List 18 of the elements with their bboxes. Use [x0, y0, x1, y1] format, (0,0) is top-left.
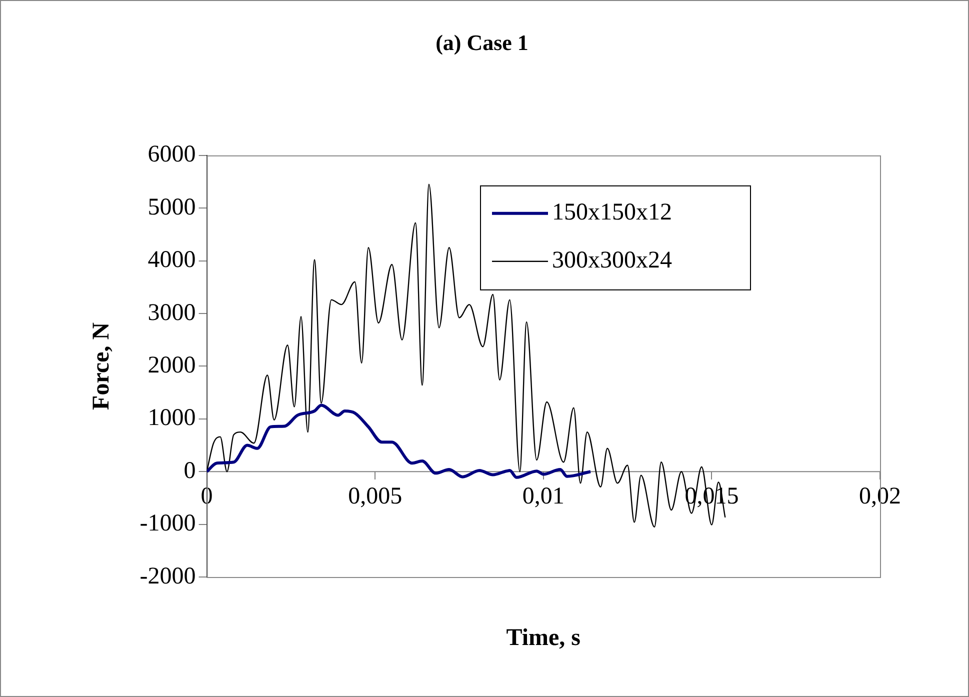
x-axis-title: Time, s — [506, 625, 581, 652]
legend-label: 150x150x12 — [552, 200, 672, 226]
y-tick-label: -2000 — [140, 563, 196, 590]
line-series — [206, 404, 592, 479]
x-tick-label: 0,005 — [348, 483, 402, 510]
y-tick-label: 3000 — [148, 300, 196, 326]
y-tick-label: 0 — [184, 458, 196, 484]
y-tick-label: 6000 — [148, 142, 196, 168]
y-axis-title: Force, N — [88, 322, 115, 410]
y-tick-label: 5000 — [148, 194, 196, 220]
chart-title: (a) Case 1 — [436, 30, 528, 55]
y-tick-label: 1000 — [148, 405, 196, 432]
y-tick-label: 4000 — [148, 247, 196, 274]
y-tick-label: -1000 — [140, 510, 196, 537]
x-tick-label: 0,02 — [859, 483, 901, 510]
x-tick-label: 0,01 — [522, 483, 564, 510]
legend-label: 300x300x24 — [552, 248, 672, 274]
y-tick-label: 2000 — [148, 352, 196, 378]
